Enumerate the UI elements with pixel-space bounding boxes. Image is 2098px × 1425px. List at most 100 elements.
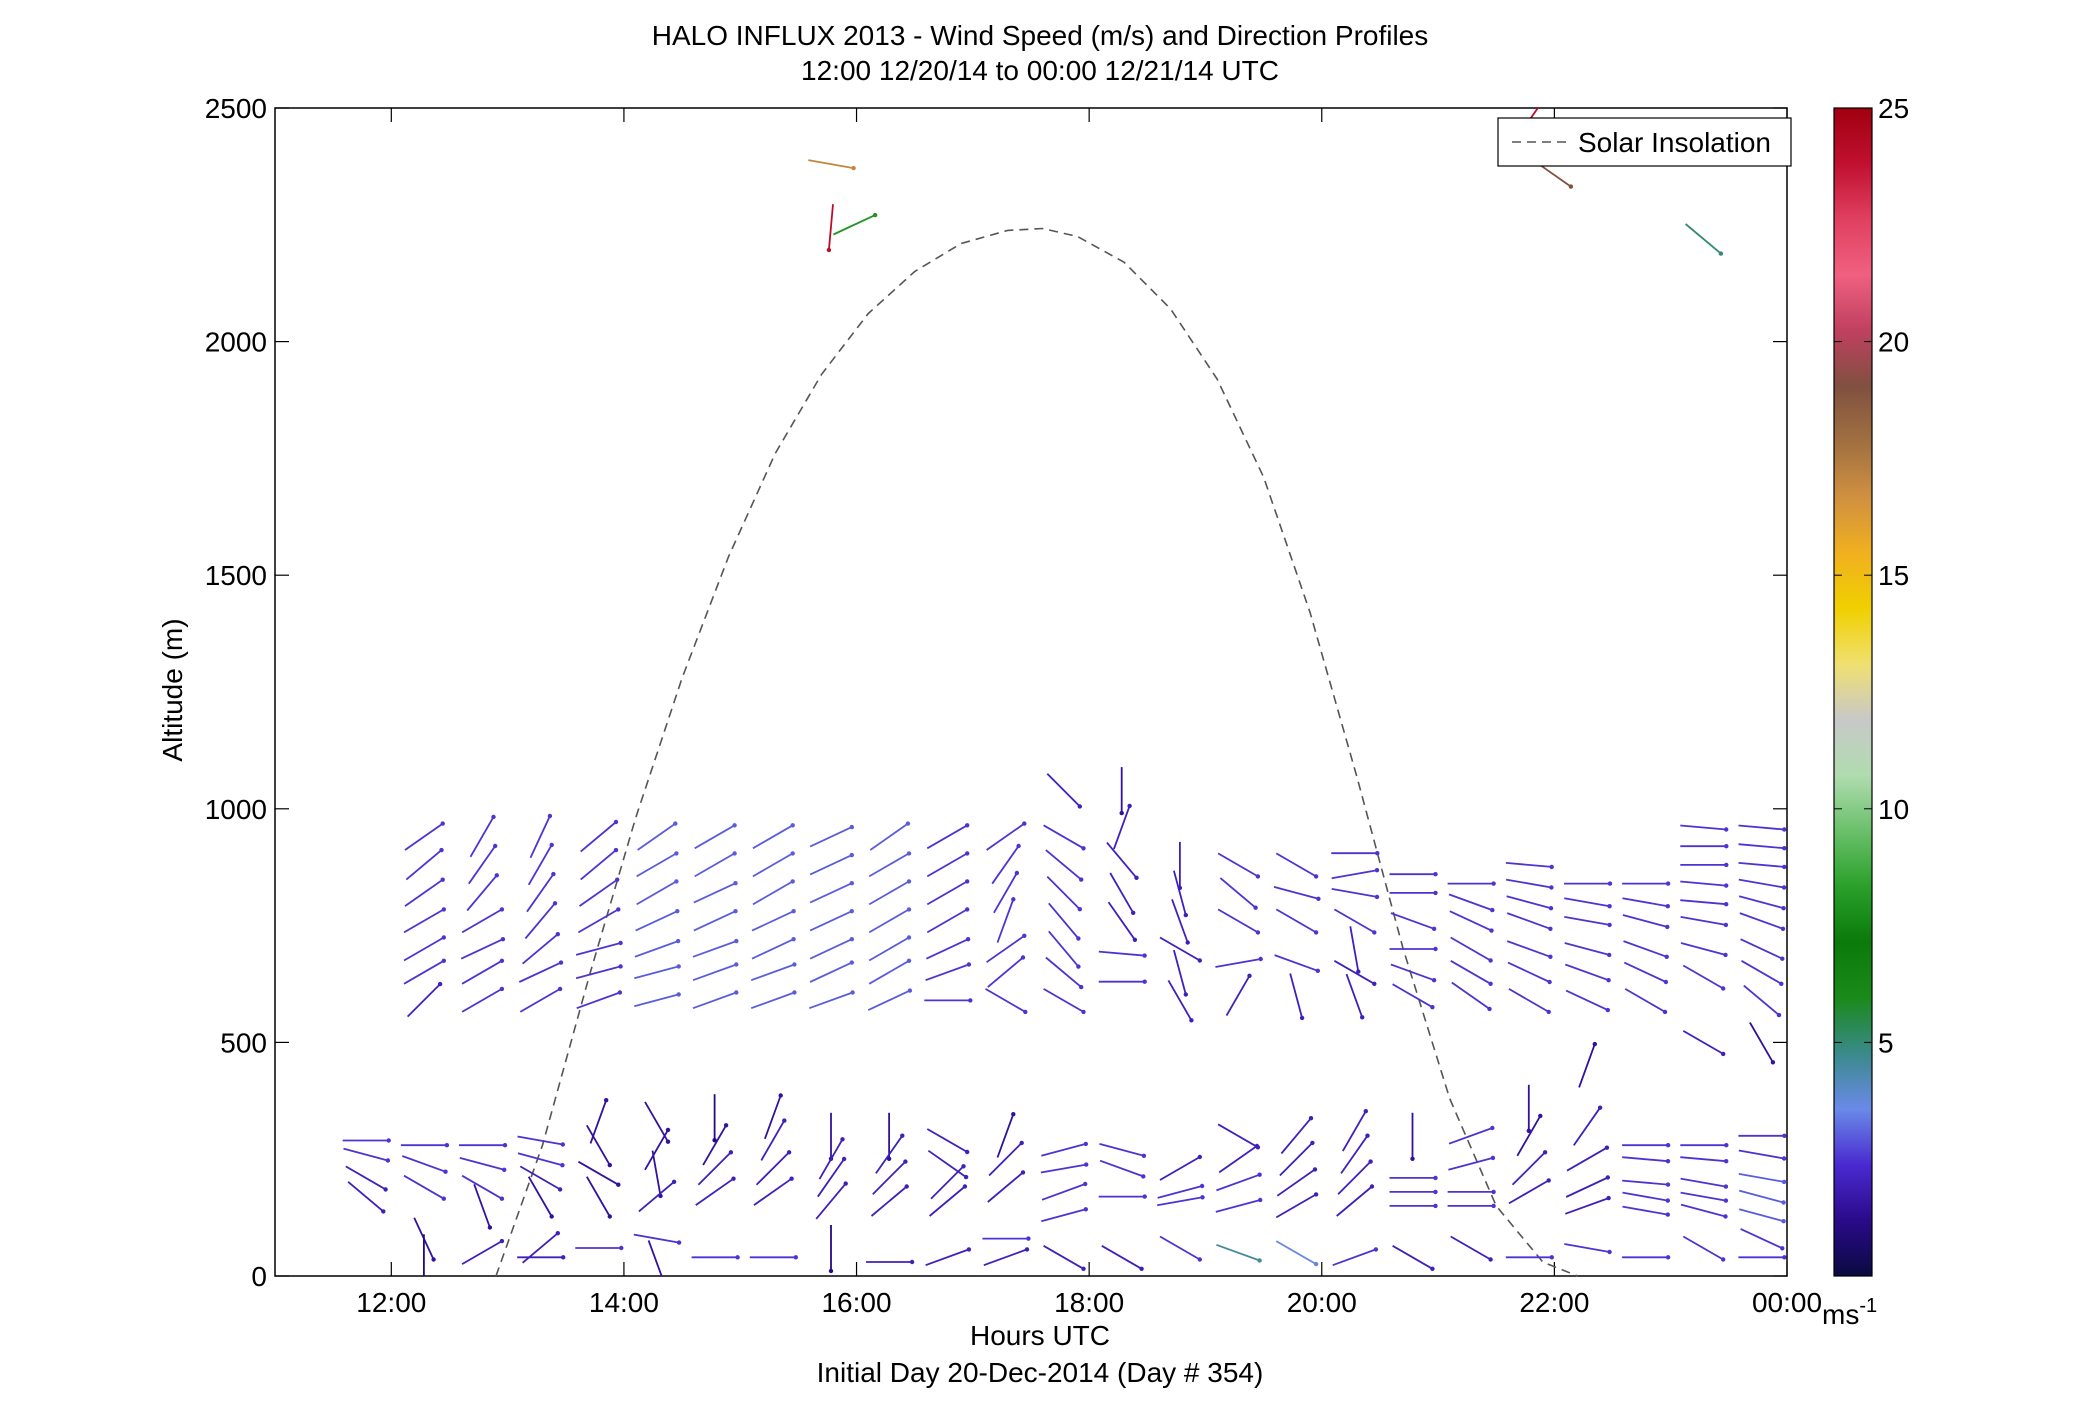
wind-vector-shaft xyxy=(809,882,853,904)
wind-vector-head xyxy=(849,824,854,830)
wind-vector xyxy=(1275,1240,1319,1267)
wind-vector-shaft xyxy=(833,214,876,236)
wind-vector xyxy=(929,1184,968,1217)
wind-vector-shaft xyxy=(1159,1156,1201,1181)
wind-vector-head xyxy=(1547,979,1552,985)
wind-vector-head xyxy=(1081,1009,1086,1015)
wind-vector-shaft xyxy=(926,852,968,878)
wind-vector-shaft xyxy=(633,1233,680,1244)
wind-vector-head xyxy=(728,1150,734,1155)
wind-vector-head xyxy=(1258,1197,1263,1203)
wind-vector xyxy=(1508,1178,1551,1205)
wind-vector xyxy=(1680,880,1729,888)
wind-vector-shaft xyxy=(991,845,1020,885)
wind-vector xyxy=(638,1179,677,1213)
wind-vector-shaft xyxy=(1565,1176,1609,1198)
wind-vector-shaft xyxy=(469,816,495,858)
wind-vector xyxy=(1738,1208,1786,1224)
wind-vector-head xyxy=(872,212,878,218)
wind-vector xyxy=(988,1140,1024,1177)
wind-vector-head xyxy=(499,907,505,912)
wind-vector xyxy=(1098,950,1147,958)
wind-vector xyxy=(983,1247,1030,1267)
wind-vector-head xyxy=(555,1231,560,1236)
wind-vector-shaft xyxy=(524,902,556,940)
wind-vector-shaft xyxy=(1101,1245,1143,1270)
wind-vector xyxy=(1680,1203,1728,1219)
wind-vector xyxy=(401,1155,448,1174)
wind-vector xyxy=(808,990,855,1010)
wind-vector-shaft xyxy=(751,938,794,960)
wind-vector-head xyxy=(966,1247,972,1252)
wind-vector xyxy=(986,821,1027,851)
wind-vector-head xyxy=(1546,1178,1551,1183)
wind-vector-shaft xyxy=(1680,916,1727,926)
wind-vector-shaft xyxy=(868,908,910,934)
wind-vector-head xyxy=(444,1143,450,1148)
wind-vector xyxy=(400,1143,450,1148)
wind-vector-head xyxy=(734,990,739,995)
wind-vector xyxy=(1743,984,1782,1018)
wind-vector-head xyxy=(1721,986,1726,991)
wind-vector xyxy=(691,1255,740,1260)
wind-vector-head xyxy=(1127,803,1132,809)
wind-vector-shaft xyxy=(1622,914,1668,928)
wind-vector xyxy=(575,1245,624,1251)
wind-vector-shaft xyxy=(1622,897,1668,908)
wind-vector xyxy=(1345,973,1365,1020)
wind-vector xyxy=(868,879,912,906)
wind-vector-head xyxy=(502,1167,507,1173)
wind-vector-head xyxy=(499,986,505,992)
wind-vector-head xyxy=(1548,926,1553,931)
wind-vector-head xyxy=(1369,1184,1375,1189)
wind-vector-shaft xyxy=(868,880,910,906)
wind-vector-head xyxy=(735,1255,740,1260)
wind-vector xyxy=(815,1181,848,1220)
wind-vector-shaft xyxy=(461,1174,503,1200)
wind-vector-shaft xyxy=(638,1181,675,1213)
wind-vector-shaft xyxy=(1680,1203,1726,1218)
wind-vector-head xyxy=(1026,1236,1031,1241)
wind-vector-head xyxy=(381,1209,386,1214)
wind-vector xyxy=(1167,979,1194,1023)
wind-vector-head xyxy=(961,1164,966,1169)
wind-vector-head xyxy=(499,1238,505,1244)
wind-vector-head xyxy=(1723,922,1729,928)
wind-vectors xyxy=(342,108,1787,1276)
wind-vector-head xyxy=(1488,981,1493,986)
wind-vector-head xyxy=(786,1150,792,1155)
wind-vector xyxy=(1098,979,1147,984)
wind-vector-shaft xyxy=(1336,1185,1373,1217)
wind-vector-head xyxy=(1142,953,1147,958)
colorbar: 5 10 15 20 25 ms-1 xyxy=(1822,93,1909,1330)
wind-vector-shaft xyxy=(518,961,562,983)
wind-vector-shaft xyxy=(1622,1191,1668,1202)
wind-vector xyxy=(926,879,970,906)
wind-vector xyxy=(342,1138,391,1143)
wind-vector xyxy=(1622,881,1671,886)
wind-vector xyxy=(1040,1162,1089,1174)
wind-vector-shaft xyxy=(1685,223,1722,255)
wind-vector-shaft xyxy=(927,1149,967,1178)
x-axis: 12:00 14:00 16:00 18:00 20:00 22:00 00:00 xyxy=(356,108,1822,1318)
wind-vector xyxy=(1564,916,1612,928)
wind-vector-shaft xyxy=(1113,805,1131,850)
wind-vector-head xyxy=(906,958,912,963)
colorbar-tick-label: 5 xyxy=(1878,1027,1894,1058)
wind-vector xyxy=(1578,1041,1598,1088)
wind-vector-shaft xyxy=(1506,912,1551,930)
wind-vector xyxy=(1048,930,1081,969)
wind-vector xyxy=(1046,875,1083,912)
wind-vector-head xyxy=(1141,1153,1147,1159)
wind-vector-head xyxy=(383,1187,388,1192)
wind-vector-head xyxy=(1723,1184,1729,1189)
wind-vector xyxy=(1274,954,1321,973)
wind-vector-head xyxy=(1607,881,1613,886)
wind-vector xyxy=(1390,912,1437,931)
wind-vector xyxy=(1622,1255,1671,1260)
wind-vector-shaft xyxy=(1741,960,1782,985)
wind-vector-head xyxy=(1665,1182,1671,1187)
wind-vector xyxy=(1680,942,1728,958)
wind-vector-shaft xyxy=(996,898,1015,943)
wind-vector xyxy=(1275,1192,1319,1219)
